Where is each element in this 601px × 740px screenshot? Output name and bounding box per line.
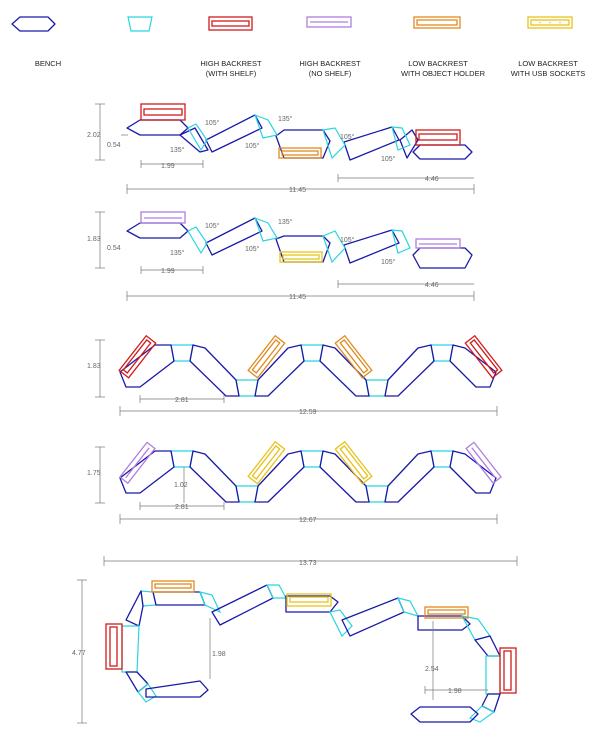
config-1-height: 2.02 <box>87 132 101 139</box>
config-1-bench-length: 1.99 <box>161 163 175 170</box>
config-2-angle-4: 135° <box>278 218 293 226</box>
config-2-angle-1: 135° <box>170 249 185 257</box>
legend-low-usb-symbol <box>527 16 573 29</box>
config-5-drop-2: 2.54 <box>425 666 439 673</box>
config-3-segment: 2.81 <box>175 397 189 404</box>
legend-label-high-shelf-1: HIGH BACKREST <box>200 59 262 68</box>
config-2-angle-2: 105° <box>205 222 220 230</box>
legend-low-object-symbol <box>413 16 461 29</box>
legend-high-shelf-symbol <box>208 16 253 31</box>
config-1-end-length: 4.46 <box>425 176 439 183</box>
config-1-angle-4: 135° <box>278 115 293 123</box>
legend-label-high-noshelf-2: (NO SHELF) <box>309 69 352 78</box>
config-4-segment: 2.81 <box>175 504 189 511</box>
config-1-offset: 0.54 <box>107 142 121 149</box>
config-5-total-width: 13.73 <box>299 560 317 567</box>
config-2-height: 1.83 <box>87 236 101 243</box>
legend-label-low-usb-2: WITH USB SOCKETS <box>511 69 586 78</box>
config-4-total-length: 12.67 <box>299 517 317 524</box>
config-2-angle-3: 105° <box>245 245 260 253</box>
config-4-height: 1.75 <box>87 470 101 477</box>
config-1-angle-3: 105° <box>245 142 260 150</box>
legend-connector-symbol <box>127 16 153 32</box>
config-4-layout <box>95 440 502 524</box>
config-2-total-length: 11.45 <box>289 294 306 301</box>
config-1-angle-5: 105° <box>340 133 355 141</box>
legend-label-low-object-1: LOW BACKREST <box>408 59 468 68</box>
legend-label-high-noshelf-1: HIGH BACKREST <box>299 59 361 68</box>
legend-high-no-shelf-symbol <box>306 16 352 28</box>
legend-bench-symbol <box>11 16 56 32</box>
legend-label-low-usb-1: LOW BACKREST <box>518 59 578 68</box>
config-3-height: 1.83 <box>87 363 101 370</box>
config-5-end-length: 1.98 <box>448 688 462 695</box>
config-2-bench-length: 1.99 <box>161 268 175 275</box>
config-2-angle-6: 105° <box>381 258 396 266</box>
config-1-angle-1: 135° <box>170 146 185 154</box>
config-2-angle-5: 105° <box>340 236 355 244</box>
config-1-layout <box>95 103 475 194</box>
legend-label-low-object-2: WITH OBJECT HOLDER <box>401 69 486 78</box>
config-1-total-length: 11.45 <box>289 187 306 194</box>
legend: BENCH HIGH BACKREST (WITH SHELF) HIGH BA… <box>11 16 586 78</box>
config-5-total-height: 4.77 <box>72 650 86 657</box>
legend-label-high-shelf-2: (WITH SHELF) <box>206 69 257 78</box>
config-3-total-length: 12.59 <box>299 409 317 416</box>
config-1-angle-2: 105° <box>205 119 220 127</box>
config-5-layout <box>77 556 518 724</box>
config-2-end-length: 4.46 <box>425 282 439 289</box>
legend-label-bench: BENCH <box>35 59 61 68</box>
config-2-layout <box>95 211 475 301</box>
config-5-drop-1: 1.98 <box>212 651 226 658</box>
config-1-angle-6: 105° <box>381 155 396 163</box>
config-3-layout <box>95 334 503 416</box>
config-2-offset: 0.54 <box>107 245 121 252</box>
config-4-rise: 1.02 <box>174 482 188 489</box>
